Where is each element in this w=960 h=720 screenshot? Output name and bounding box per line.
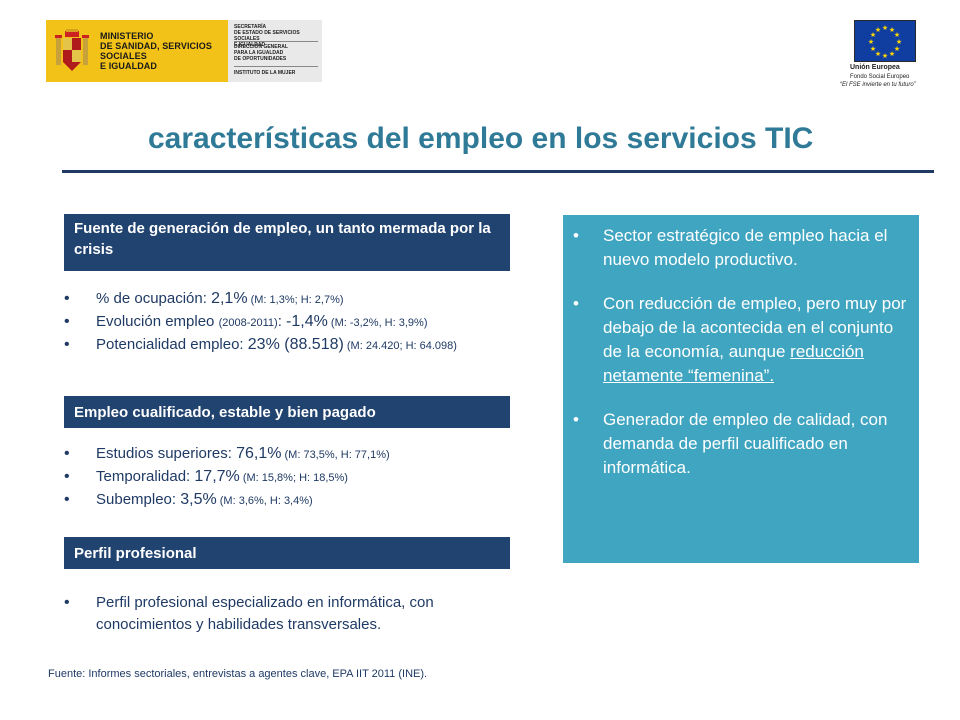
summary-item: Con reducción de empleo, pero muy por de… <box>571 292 907 388</box>
title-underline <box>62 170 934 173</box>
section-header-qualified: Empleo cualificado, estable y bien pagad… <box>64 396 510 428</box>
list-item: Estudios superiores: 76,1% (M: 73,5%, H:… <box>64 443 514 466</box>
list-item: Temporalidad: 17,7% (M: 15,8%; H: 18,5%) <box>64 466 514 489</box>
svg-text:★: ★ <box>875 26 881 34</box>
source-note: Fuente: Informes sectoriales, entrevista… <box>48 668 428 680</box>
list-item: % de ocupación: 2,1% (M: 1,3%; H: 2,7%) <box>64 288 514 311</box>
list-item: Evolución empleo (2008-2011): -1,4% (M: … <box>64 311 514 334</box>
item-detail: (M: 1,3%; H: 2,7%) <box>247 294 344 306</box>
ministry-name: MINISTERIO DE SANIDAD, SERVICIOS SOCIALE… <box>100 31 212 71</box>
list-item: Potencialidad empleo: 23% (88.518) (M: 2… <box>64 334 514 357</box>
ministry-logo-grey: SECRETARÍA DE ESTADO DE SERVICIOS SOCIAL… <box>228 20 322 82</box>
svg-text:★: ★ <box>870 45 876 53</box>
separator <box>234 66 318 67</box>
ministry-logo-yellow: MINISTERIO DE SANIDAD, SERVICIOS SOCIALE… <box>46 20 228 82</box>
svg-text:★: ★ <box>894 31 900 39</box>
qualified-list: Estudios superiores: 76,1% (M: 73,5%, H:… <box>64 443 514 512</box>
item-label: Evolución empleo <box>96 313 219 330</box>
item-detail: (M: 73,5%, H: 77,1%) <box>281 449 390 461</box>
summary-box: Sector estratégico de empleo hacia el nu… <box>563 215 919 563</box>
item-detail: (M: 15,8%; H: 18,5%) <box>239 472 348 484</box>
eu-flag-icon: ★ ★ ★ ★ ★ ★ ★ ★ ★ ★ ★ ★ <box>854 20 916 62</box>
item-detail: (M: 24.420; H: 64.098) <box>343 340 457 352</box>
secretaria-text: SECRETARÍA DE ESTADO DE SERVICIOS SOCIAL… <box>234 24 300 48</box>
ministry-logo: MINISTERIO DE SANIDAD, SERVICIOS SOCIALE… <box>46 20 322 82</box>
summary-item: Sector estratégico de empleo hacia el nu… <box>571 224 907 272</box>
item-value: 3,5% <box>180 491 217 508</box>
item-label-end: : <box>277 313 287 330</box>
item-detail: (M: 3,6%, H: 3,4%) <box>216 495 313 507</box>
summary-item: Generador de empleo de calidad, con dema… <box>571 408 907 480</box>
item-detail: (M: -3,2%, H: 3,9%) <box>327 317 428 329</box>
svg-text:★: ★ <box>868 38 874 46</box>
eu-motto: “El FSE invierte en tu futuro” <box>840 82 916 88</box>
item-value: 76,1% <box>236 445 282 462</box>
item-label: Estudios superiores: <box>96 445 237 462</box>
eu-name: Unión Europea <box>850 64 900 71</box>
item-value: -1,4% <box>286 313 328 330</box>
svg-text:★: ★ <box>889 26 895 34</box>
item-label: Temporalidad: <box>96 468 195 485</box>
item-label: Subempleo: <box>96 491 181 508</box>
eu-logo: ★ ★ ★ ★ ★ ★ ★ ★ ★ ★ ★ ★ Unión Europea Fo… <box>838 18 930 92</box>
svg-text:★: ★ <box>889 50 895 58</box>
page-title: características del empleo en los servic… <box>148 122 814 155</box>
svg-text:★: ★ <box>882 52 888 60</box>
summary-item-underlined: reducción netamente “femenina”. <box>603 342 864 385</box>
item-label: % de ocupación: <box>96 290 212 307</box>
summary-item-text: Con reducción de empleo, pero muy por de… <box>603 294 907 361</box>
svg-text:★: ★ <box>870 31 876 39</box>
direccion-text: DIRECCIÓN GENERAL PARA LA IGUALDAD DE OP… <box>234 44 288 62</box>
list-item: Subempleo: 3,5% (M: 3,6%, H: 3,4%) <box>64 489 514 512</box>
instituto-text: INSTITUTO DE LA MUJER <box>234 70 296 76</box>
item-value: 23% (88.518) <box>247 336 344 353</box>
item-label: Potencialidad empleo: <box>96 336 248 353</box>
item-value: 2,1% <box>211 290 248 307</box>
generation-list: % de ocupación: 2,1% (M: 1,3%; H: 2,7%) … <box>64 288 514 357</box>
section-header-profile: Perfil profesional <box>64 537 510 569</box>
eu-fund: Fondo Social Europeo <box>850 74 910 80</box>
item-label-small: (2008-2011) <box>218 317 278 329</box>
item-value: 17,7% <box>194 468 240 485</box>
coat-of-arms-icon <box>54 29 90 73</box>
profile-list: Perfil profesional especializado en info… <box>64 592 514 636</box>
svg-text:★: ★ <box>894 45 900 53</box>
section-header-generation: Fuente de generación de empleo, un tanto… <box>64 214 510 271</box>
svg-text:★: ★ <box>875 50 881 58</box>
svg-text:★: ★ <box>882 24 888 32</box>
svg-text:★: ★ <box>896 38 902 46</box>
list-item: Perfil profesional especializado en info… <box>64 592 514 636</box>
separator <box>234 41 318 42</box>
